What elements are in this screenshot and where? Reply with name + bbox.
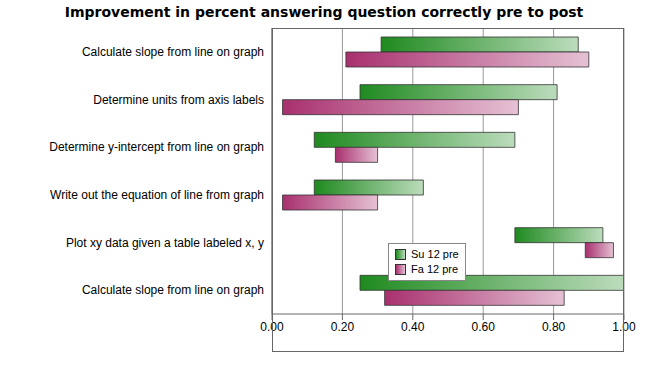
svg-text:0.60: 0.60 — [472, 320, 496, 334]
svg-text:0.80: 0.80 — [542, 320, 566, 334]
svg-text:Calculate slope from line on g: Calculate slope from line on graph — [82, 283, 264, 297]
svg-text:1.00: 1.00 — [612, 320, 636, 334]
svg-text:0.00: 0.00 — [260, 320, 284, 334]
html-text:Improvement in percent answeri: Improvement in percent answering questio… — [64, 4, 584, 20]
svg-text:Plot xy data given a table lab: Plot xy data given a table labeled x, y — [66, 236, 264, 250]
svg-text:Determine y-intercept from lin: Determine y-intercept from line on graph — [49, 140, 264, 154]
svg-text:Write out the equation of line: Write out the equation of line from grap… — [50, 188, 264, 202]
svg-text:Determine units from axis labe: Determine units from axis labels — [93, 93, 264, 107]
svg-text:Calculate slope from line on g: Calculate slope from line on graph — [82, 45, 264, 59]
html-text:Fa 12 pre: Fa 12 pre — [411, 263, 459, 275]
html-text:Su 12 pre: Su 12 pre — [411, 248, 459, 260]
svg-text:0.40: 0.40 — [401, 320, 425, 334]
svg-text:0.20: 0.20 — [331, 320, 355, 334]
